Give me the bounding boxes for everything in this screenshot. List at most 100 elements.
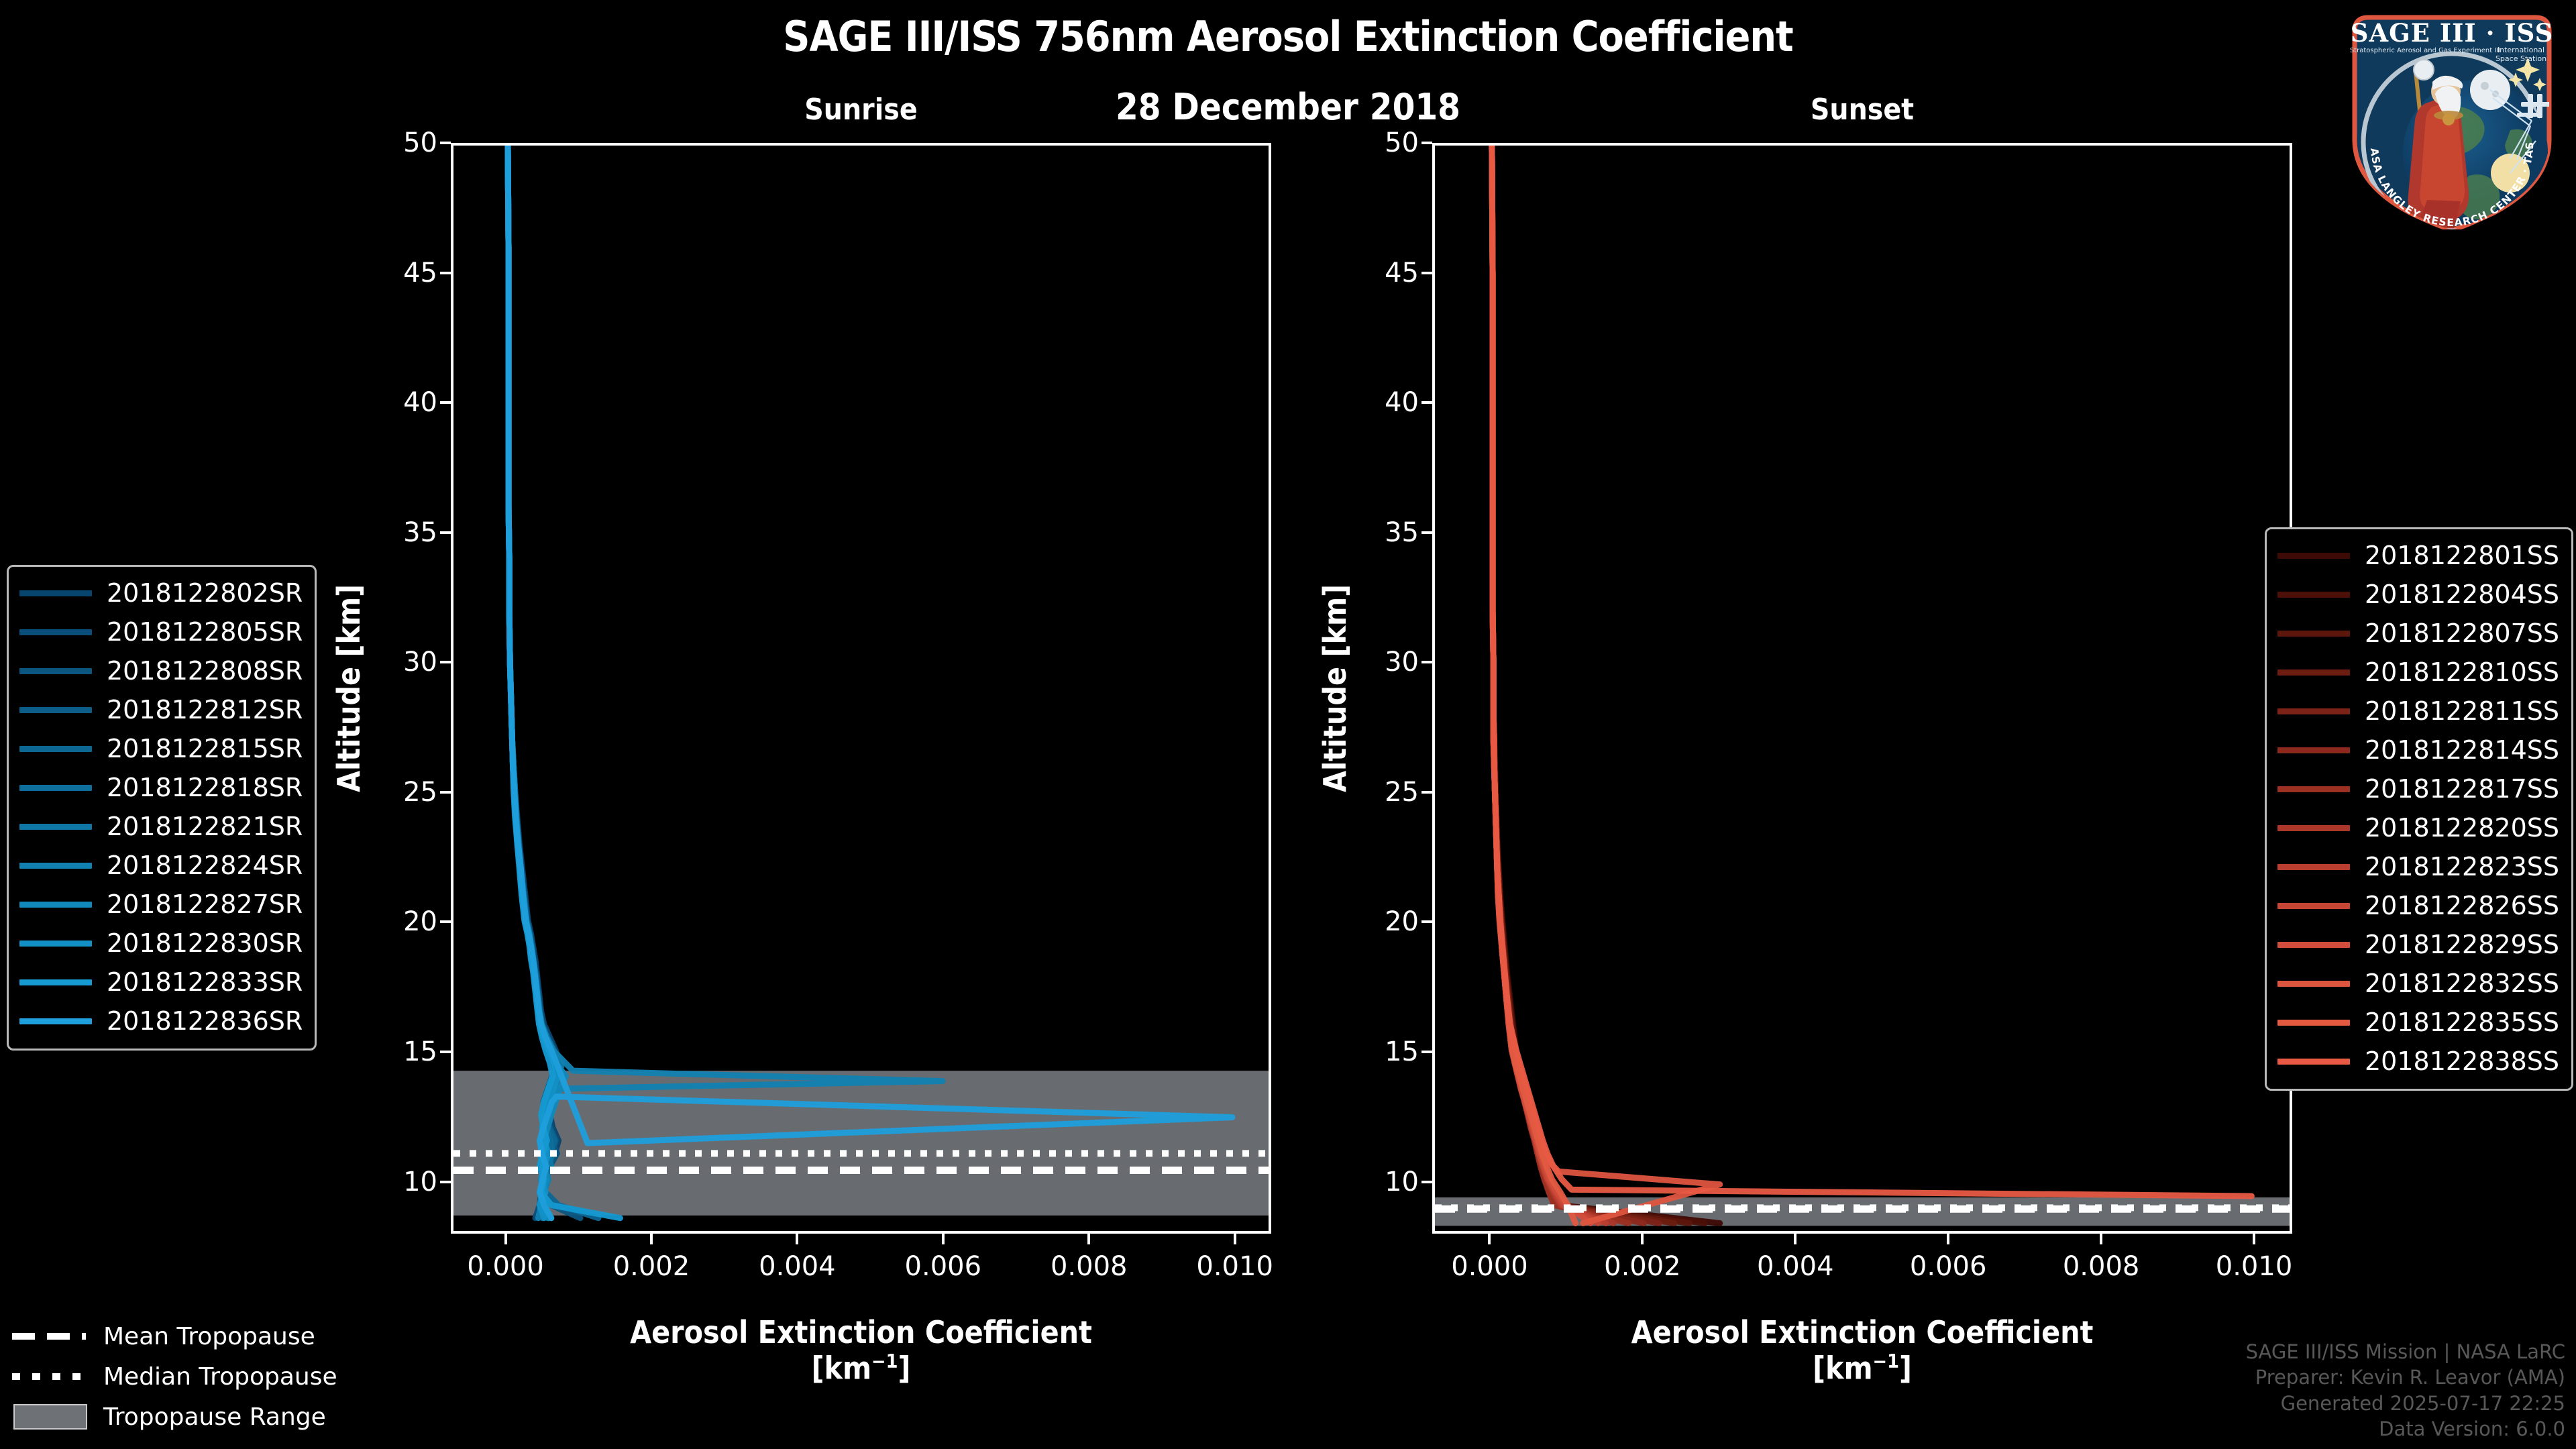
legend-event-label: 2018122817SS [2365, 774, 2560, 804]
x-tick-label: 0.000 [467, 1251, 544, 1282]
legend-event-label: 2018122815SR [107, 734, 303, 763]
sunrise-y-axis-label: Altitude [km] [331, 584, 367, 792]
x-tick-label: 0.000 [1451, 1251, 1528, 1282]
y-tick-label: 10 [403, 1166, 437, 1197]
legend-event-label: 2018122802SR [107, 578, 303, 608]
legend-color-swatch [2277, 747, 2350, 753]
legend-color-swatch [2277, 708, 2350, 714]
legend-item-2018122826SS[interactable]: 2018122826SS [2277, 886, 2559, 925]
footer-line-data-version: Data Version: 6.0.0 [2379, 1417, 2565, 1441]
legend-item-2018122829SS[interactable]: 2018122829SS [2277, 925, 2559, 964]
legend-event-label: 2018122829SS [2365, 930, 2560, 959]
legend-color-swatch [2277, 1019, 2350, 1026]
legend-color-swatch [2277, 1058, 2350, 1065]
legend-event-label: 2018122832SS [2365, 969, 2560, 998]
legend-item-2018122812SR[interactable]: 2018122812SR [19, 690, 303, 729]
mean-tropopause-label: Mean Tropopause [103, 1322, 315, 1350]
sunset-legend[interactable]: 2018122801SS 2018122804SS 2018122807SS 2018… [2265, 527, 2574, 1091]
legend-color-swatch [19, 940, 92, 947]
x-tick-mark [941, 1234, 945, 1244]
legend-item-2018122824SR[interactable]: 2018122824SR [19, 846, 303, 885]
footer-credits: SAGE III/ISS Mission | NASA LaRC Prepare… [2246, 1339, 2565, 1442]
legend-item-2018122821SR[interactable]: 2018122821SR [19, 807, 303, 846]
dashed-line-icon [12, 1329, 86, 1344]
legend-color-swatch [19, 1018, 92, 1024]
legend-event-label: 2018122826SS [2365, 891, 2560, 920]
sunrise-x-axis-unit: [km−1] [811, 1350, 911, 1387]
legend-item-2018122835SS[interactable]: 2018122835SS [2277, 1003, 2559, 1042]
legend-item-2018122814SS[interactable]: 2018122814SS [2277, 731, 2559, 769]
legend-item-2018122817SS[interactable]: 2018122817SS [2277, 769, 2559, 808]
y-tick-mark [1421, 142, 1432, 144]
x-tick-label: 0.010 [2215, 1251, 2293, 1282]
legend-item-2018122827SR[interactable]: 2018122827SR [19, 885, 303, 924]
legend-item-2018122820SS[interactable]: 2018122820SS [2277, 808, 2559, 847]
legend-item-2018122804SS[interactable]: 2018122804SS [2277, 575, 2559, 614]
legend-item-2018122802SR[interactable]: 2018122802SR [19, 574, 303, 612]
x-tick-mark [1641, 1234, 1644, 1244]
legend-item-2018122823SS[interactable]: 2018122823SS [2277, 847, 2559, 886]
y-tick-mark [440, 920, 451, 924]
legend-item-2018122811SS[interactable]: 2018122811SS [2277, 692, 2559, 731]
y-tick-label: 30 [1385, 647, 1419, 678]
legend-color-swatch [19, 862, 92, 869]
legend-color-swatch [19, 629, 92, 635]
footer-line-preparer: Preparer: Kevin R. Leavor (AMA) [2255, 1366, 2565, 1389]
legend-item-2018122807SS[interactable]: 2018122807SS [2277, 614, 2559, 653]
y-tick-mark [440, 1051, 451, 1053]
y-tick-label: 20 [403, 906, 437, 938]
x-tick-mark [2100, 1234, 2103, 1244]
legend-color-swatch [2277, 980, 2350, 987]
svg-text:International: International [2498, 46, 2544, 54]
date-subtitle: 28 December 2018 [1115, 86, 1460, 128]
legend-event-label: 2018122808SR [107, 656, 303, 686]
legend-color-swatch [2277, 902, 2350, 909]
y-tick-mark [440, 531, 451, 534]
x-tick-mark [1233, 1234, 1236, 1244]
tropopause-legend: Mean Tropopause Median Tropopause Tropop… [12, 1316, 337, 1437]
footer-line-mission: SAGE III/ISS Mission | NASA LaRC [2245, 1340, 2565, 1363]
legend-item-2018122838SS[interactable]: 2018122838SS [2277, 1042, 2559, 1081]
legend-item-2018122818SR[interactable]: 2018122818SR [19, 768, 303, 807]
svg-text:Space Station: Space Station [2496, 54, 2546, 63]
legend-event-label: 2018122836SR [107, 1006, 303, 1036]
x-tick-label: 0.006 [1909, 1251, 1987, 1282]
legend-event-label: 2018122814SS [2365, 735, 2560, 765]
sunrise-legend[interactable]: 2018122802SR 2018122805SR 2018122808SR 2018… [7, 565, 317, 1051]
legend-item-2018122815SR[interactable]: 2018122815SR [19, 729, 303, 768]
y-tick-mark [440, 1180, 451, 1183]
y-tick-label: 30 [403, 647, 437, 678]
legend-item-2018122832SS[interactable]: 2018122832SS [2277, 964, 2559, 1003]
legend-item-2018122808SR[interactable]: 2018122808SR [19, 651, 303, 690]
sage-iii-iss-mission-patch-logo: SAGE III · ISS Stratospheric Aerosol and… [2337, 0, 2563, 232]
median-tropopause-label: Median Tropopause [103, 1362, 337, 1391]
legend-color-swatch [19, 823, 92, 830]
legend-event-label: 2018122835SS [2365, 1008, 2560, 1037]
legend-event-label: 2018122810SS [2365, 657, 2560, 687]
sunset-plot-area[interactable] [1432, 143, 2292, 1234]
legend-event-label: 2018122830SR [107, 928, 303, 958]
x-tick-mark [2253, 1234, 2256, 1244]
x-tick-mark [649, 1234, 653, 1244]
legend-color-swatch [19, 901, 92, 908]
legend-event-label: 2018122824SR [107, 851, 303, 880]
footer-line-generated: Generated 2025-07-17 22:25 [2280, 1391, 2565, 1415]
legend-item-2018122801SS[interactable]: 2018122801SS [2277, 536, 2559, 575]
legend-item-2018122810SS[interactable]: 2018122810SS [2277, 653, 2559, 692]
legend-item-2018122830SR[interactable]: 2018122830SR [19, 924, 303, 963]
y-tick-mark [440, 271, 451, 274]
x-tick-mark [1794, 1234, 1797, 1244]
sunrise-plot-area[interactable] [451, 143, 1271, 1234]
y-tick-mark [1421, 271, 1432, 274]
y-tick-label: 20 [1385, 906, 1419, 938]
y-tick-label: 25 [403, 776, 437, 808]
legend-color-swatch [2277, 863, 2350, 870]
y-tick-mark [440, 401, 451, 405]
legend-item-2018122805SR[interactable]: 2018122805SR [19, 612, 303, 651]
legend-event-label: 2018122833SR [107, 967, 303, 997]
legend-event-label: 2018122820SS [2365, 813, 2560, 843]
legend-item-2018122836SR[interactable]: 2018122836SR [19, 1002, 303, 1040]
legend-item-2018122833SR[interactable]: 2018122833SR [19, 963, 303, 1002]
legend-color-swatch [2277, 591, 2350, 598]
legend-event-label: 2018122811SS [2365, 696, 2560, 726]
